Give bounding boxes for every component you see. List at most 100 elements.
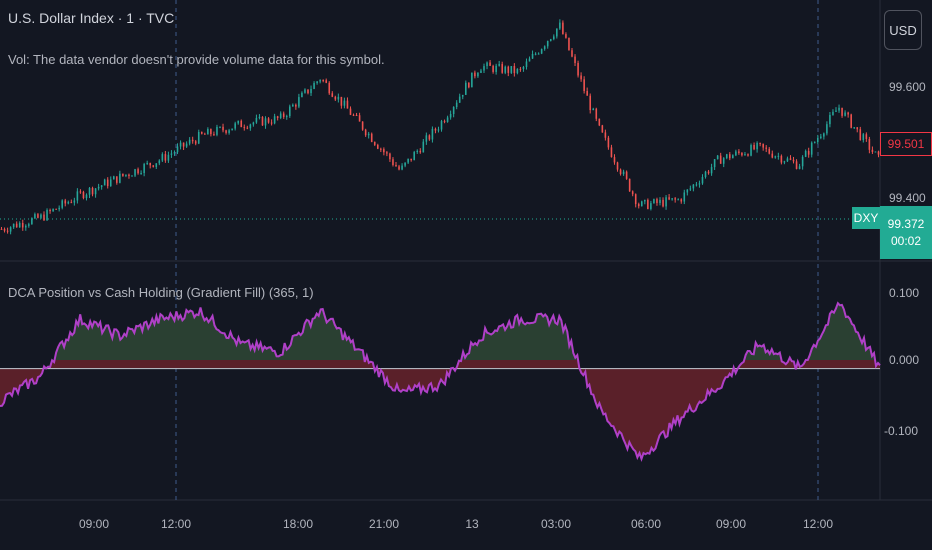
candle-body — [28, 224, 30, 226]
currency-button[interactable]: USD — [884, 10, 922, 50]
candle-body — [252, 122, 255, 125]
candle-body — [868, 138, 871, 150]
candle-body — [40, 214, 42, 218]
candle-body — [364, 129, 367, 136]
candle-body — [607, 137, 610, 148]
candle-body — [671, 198, 673, 200]
candle-body — [540, 49, 543, 54]
candle-body — [37, 214, 39, 218]
candle-body — [668, 197, 670, 200]
candle-body — [489, 62, 491, 66]
candle-body — [580, 75, 582, 80]
indicator-title[interactable]: DCA Position vs Cash Holding (Gradient F… — [8, 285, 314, 300]
candle-body — [507, 66, 510, 73]
time-axis-tick: 13 — [465, 517, 479, 531]
candle-body — [452, 106, 455, 114]
candle-body — [498, 64, 500, 66]
candle-body — [301, 92, 303, 98]
candle-body — [823, 133, 825, 137]
candle-body — [295, 104, 297, 107]
candle-body — [644, 199, 646, 202]
time-axis-tick: 06:00 — [630, 517, 662, 531]
candle-body — [134, 169, 136, 176]
candle-body — [753, 145, 755, 150]
last-price: 99.372 — [887, 216, 925, 231]
candle-body — [18, 222, 21, 228]
candle-body — [495, 65, 497, 72]
candle-body — [285, 116, 288, 118]
indicator-axis-tick: -0.100 — [884, 424, 919, 438]
candle-body — [376, 144, 379, 149]
candle-body — [510, 66, 513, 73]
candle-body — [853, 127, 856, 129]
candle-body — [856, 127, 859, 130]
indicator-series — [0, 301, 881, 462]
candle-body — [774, 156, 777, 158]
candle-body — [816, 137, 819, 143]
candle-body — [85, 194, 88, 199]
candle-body — [176, 146, 179, 153]
candle-body — [680, 199, 683, 202]
candle-body — [246, 127, 249, 129]
candle-body — [513, 66, 516, 74]
candle-body — [619, 169, 622, 175]
candle-body — [847, 112, 849, 115]
candle-body — [574, 56, 576, 63]
candle-body — [270, 122, 273, 124]
candle-body — [43, 214, 45, 221]
candle-body — [613, 157, 616, 163]
candle-body — [728, 154, 731, 159]
current-price-tag: 99.501 — [880, 132, 932, 156]
last-price-tag: 99.372 00:02 — [880, 206, 932, 259]
candle-body — [546, 40, 549, 47]
candle-body — [686, 189, 689, 193]
candle-body — [355, 115, 358, 117]
candle-body — [565, 34, 567, 38]
candle-body — [380, 148, 382, 150]
symbol-title[interactable]: U.S. Dollar Index · 1 · TVC — [8, 10, 175, 26]
time-axis-tick: 12:00 — [160, 517, 192, 531]
candle-body — [838, 107, 840, 111]
candle-body — [562, 22, 564, 35]
candle-body — [437, 129, 440, 131]
candle-body — [826, 124, 828, 134]
candle-body — [316, 81, 318, 84]
candle-body — [813, 142, 816, 144]
candle-body — [750, 145, 752, 156]
candle-body — [219, 126, 221, 128]
candle-body — [407, 158, 409, 163]
candle-body — [112, 176, 115, 180]
candle-body — [197, 131, 200, 144]
candle-body — [519, 68, 522, 70]
candle-body — [328, 82, 331, 94]
symbol-tag: DXY — [852, 207, 880, 229]
candle-body — [549, 39, 552, 41]
candle-body — [735, 151, 737, 156]
candle-body — [425, 135, 428, 142]
candle-body — [358, 115, 361, 122]
candle-body — [131, 175, 133, 177]
candle-body — [683, 192, 686, 202]
candle-body — [458, 96, 461, 103]
candle-body — [835, 110, 837, 112]
candle-body — [765, 147, 768, 149]
candle-body — [91, 187, 94, 195]
candle-body — [49, 209, 51, 212]
time-axis-tick: 09:00 — [715, 517, 747, 531]
candle-body — [194, 141, 197, 144]
candle-body — [780, 155, 783, 163]
candle-body — [446, 117, 449, 122]
candle-body — [64, 200, 67, 204]
candle-body — [528, 58, 531, 62]
candle-body — [653, 199, 655, 204]
candle-body — [531, 53, 534, 59]
candle-body — [801, 156, 804, 167]
candle-body — [61, 200, 64, 208]
candle-body — [401, 165, 403, 170]
candle-body — [128, 174, 130, 176]
candle-body — [58, 207, 60, 210]
candle-body — [428, 135, 431, 140]
candle-body — [744, 154, 746, 156]
